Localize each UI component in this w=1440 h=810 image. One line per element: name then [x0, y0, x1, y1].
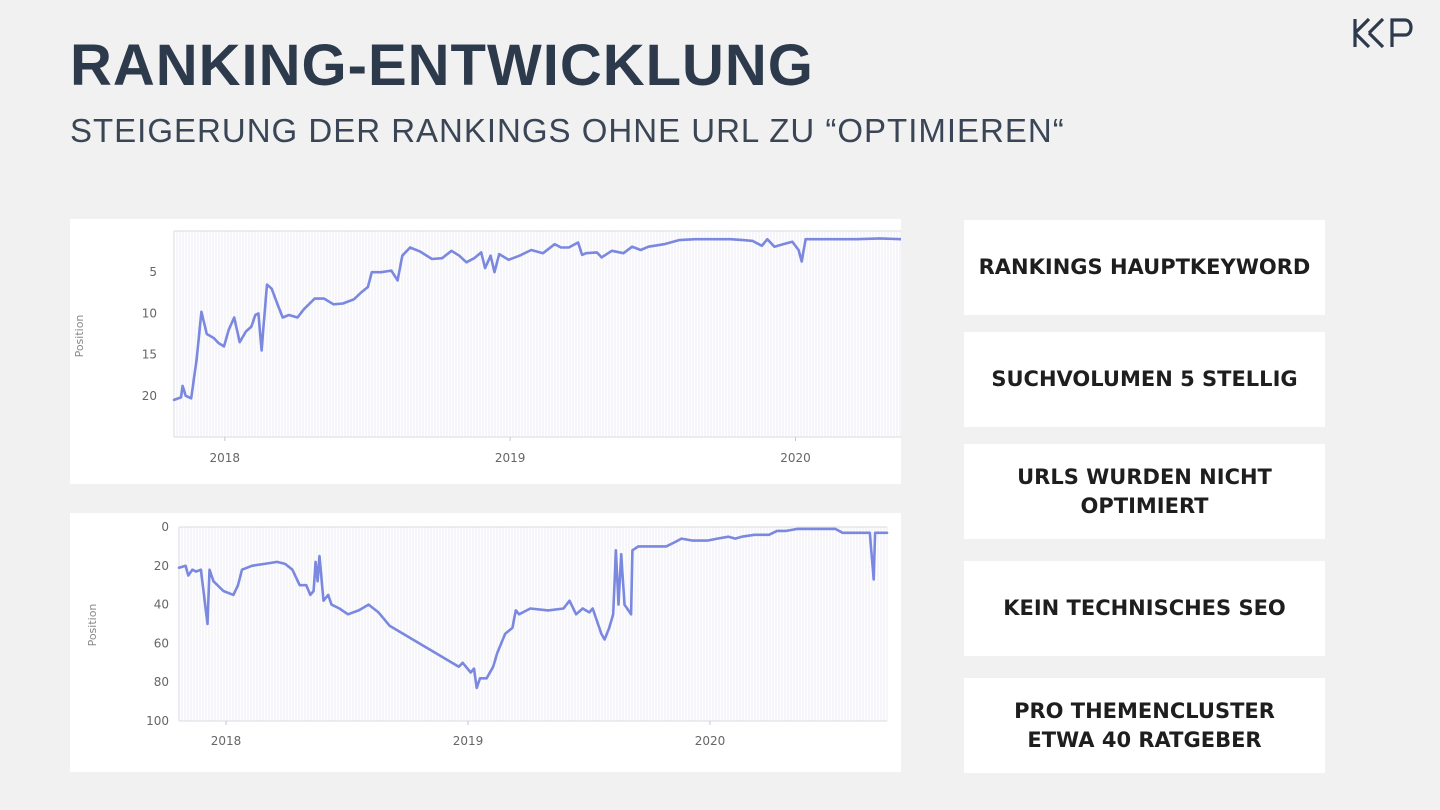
y-tick-label: 100 — [146, 714, 169, 728]
y-tick-label: 15 — [142, 348, 157, 362]
ranking-chart-bottom: 0 20 40 60 80 100 2018 2019 2020 Position — [70, 513, 901, 772]
y-axis-label: Position — [86, 604, 99, 647]
x-tick-label: 2018 — [210, 451, 241, 465]
page-subtitle: STEIGERUNG DER RANKINGS OHNE URL ZU “OPT… — [70, 112, 1065, 149]
y-tick-label: 20 — [142, 389, 157, 403]
x-tick-label: 2019 — [453, 734, 484, 748]
info-box-urls: URLS WURDEN NICHT OPTIMIERT — [964, 444, 1325, 539]
info-box-themencluster-label: PRO THEMENCLUSTER ETWA 40 RATGEBER — [1014, 698, 1275, 752]
x-tick-label: 2020 — [695, 734, 726, 748]
y-axis-label: Position — [73, 315, 86, 358]
info-box-urls-label: URLS WURDEN NICHT OPTIMIERT — [1017, 464, 1272, 518]
x-tick-label: 2020 — [780, 451, 811, 465]
y-tick-label: 60 — [154, 636, 169, 650]
series-line — [172, 237, 901, 402]
info-box-themencluster: PRO THEMENCLUSTER ETWA 40 RATGEBER — [964, 678, 1325, 773]
y-tick-label: 40 — [154, 598, 169, 612]
info-box-technisches-seo: KEIN TECHNISCHES SEO — [964, 561, 1325, 656]
grid-lines — [173, 231, 901, 437]
info-box-rankings: RANKINGS HAUPTKEYWORD — [964, 220, 1325, 315]
x-tick-label: 2018 — [211, 734, 242, 748]
ranking-chart-top: 5 10 15 20 2018 2019 2020 Position — [70, 219, 901, 484]
page-title: RANKING-ENTWICKLUNG — [70, 33, 814, 98]
y-tick-label: 0 — [161, 520, 169, 534]
series-line — [177, 527, 889, 690]
grid-lines — [178, 527, 888, 721]
y-tick-label: 20 — [154, 559, 169, 573]
y-tick-label: 5 — [149, 265, 157, 279]
ranking-chart-top-svg: 5 10 15 20 2018 2019 2020 Position — [73, 230, 901, 465]
ranking-chart-bottom-svg: 0 20 40 60 80 100 2018 2019 2020 Position — [86, 520, 889, 748]
y-tick-label: 80 — [154, 675, 169, 689]
x-tick-label: 2019 — [495, 451, 526, 465]
info-box-technisches-seo-label: KEIN TECHNISCHES SEO — [1003, 596, 1286, 620]
info-box-rankings-label: RANKINGS HAUPTKEYWORD — [978, 255, 1311, 279]
info-box-suchvolumen: SUCHVOLUMEN 5 STELLIG — [964, 332, 1325, 427]
kkp-logo — [1353, 17, 1413, 49]
info-box-suchvolumen-label: SUCHVOLUMEN 5 STELLIG — [991, 367, 1298, 391]
y-tick-label: 10 — [142, 306, 157, 320]
